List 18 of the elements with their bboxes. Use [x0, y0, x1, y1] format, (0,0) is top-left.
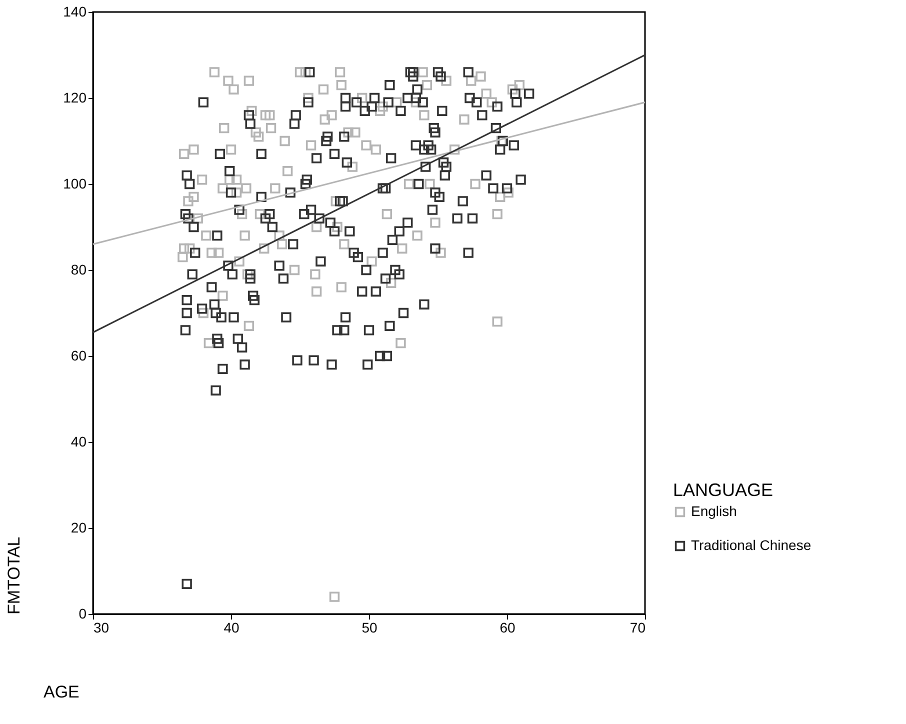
x-tick-label: 30 — [94, 620, 110, 636]
x-tick-label: 70 — [630, 620, 646, 636]
legend-label: Traditional Chinese — [691, 537, 812, 553]
y-axis-title: FMTOTAL — [4, 536, 24, 614]
x-tick-label: 60 — [500, 620, 516, 636]
legend-label: English — [691, 503, 737, 519]
x-tick-label: 40 — [224, 620, 240, 636]
y-tick-label: 100 — [63, 176, 87, 192]
y-tick-label: 120 — [63, 90, 87, 106]
y-tick-label: 140 — [63, 4, 87, 20]
y-tick-label: 40 — [70, 434, 87, 450]
y-tick-label: 80 — [70, 262, 87, 278]
y-tick-label: 60 — [70, 348, 87, 364]
legend-title: LANGUAGE — [673, 480, 774, 500]
x-tick-label: 50 — [362, 620, 378, 636]
x-axis-title: AGE — [44, 682, 80, 702]
y-tick-label: 20 — [70, 520, 87, 536]
y-tick-label: 0 — [78, 606, 87, 622]
